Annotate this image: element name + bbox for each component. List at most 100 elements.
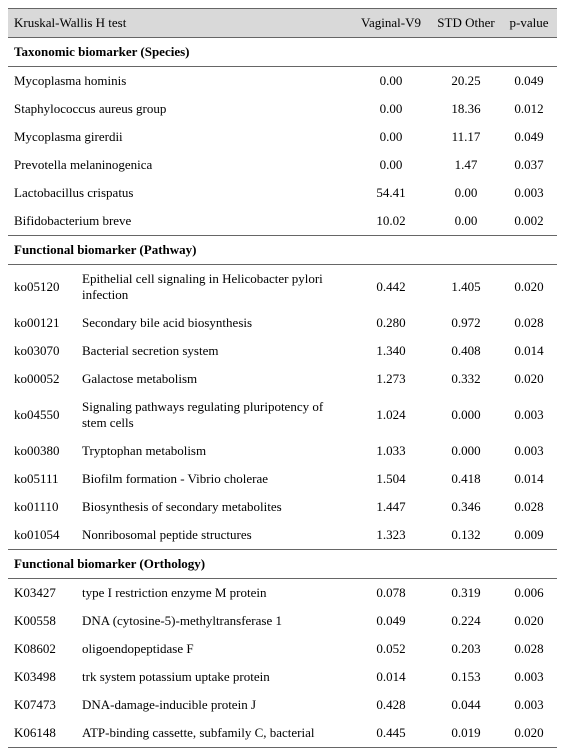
table-row: Mycoplasma girerdii 0.00 11.17 0.049	[8, 123, 557, 151]
table-row: ko05120 Epithelial cell signaling in Hel…	[8, 265, 557, 310]
section-pathway: Functional biomarker (Pathway)	[8, 236, 557, 265]
row-name: trk system potassium uptake protein	[76, 663, 351, 691]
row-v2: 0.319	[431, 579, 501, 608]
table-row: ko01110 Biosynthesis of secondary metabo…	[8, 493, 557, 521]
table-row: ko05111 Biofilm formation - Vibrio chole…	[8, 465, 557, 493]
col-test: Kruskal-Wallis H test	[8, 9, 351, 38]
row-name: type I restriction enzyme M protein	[76, 579, 351, 608]
table-row: K06148 ATP-binding cassette, subfamily C…	[8, 719, 557, 748]
row-v1: 1.323	[351, 521, 431, 550]
row-v1: 1.024	[351, 393, 431, 437]
row-name: Lactobacillus crispatus	[8, 179, 351, 207]
col-pvalue: p-value	[501, 9, 557, 38]
row-code: K06148	[8, 719, 76, 748]
row-p: 0.037	[501, 151, 557, 179]
row-code: K07473	[8, 691, 76, 719]
row-name: Nonribosomal peptide structures	[76, 521, 351, 550]
row-v1: 54.41	[351, 179, 431, 207]
row-v2: 0.044	[431, 691, 501, 719]
row-code: K00558	[8, 607, 76, 635]
row-name: Biosynthesis of secondary metabolites	[76, 493, 351, 521]
row-p: 0.003	[501, 437, 557, 465]
table-row: ko00052 Galactose metabolism 1.273 0.332…	[8, 365, 557, 393]
row-p: 0.020	[501, 265, 557, 310]
table-row: ko00380 Tryptophan metabolism 1.033 0.00…	[8, 437, 557, 465]
row-name: Galactose metabolism	[76, 365, 351, 393]
row-name: DNA-damage-inducible protein J	[76, 691, 351, 719]
row-name: Secondary bile acid biosynthesis	[76, 309, 351, 337]
table-row: K03427 type I restriction enzyme M prote…	[8, 579, 557, 608]
row-v2: 18.36	[431, 95, 501, 123]
row-v1: 10.02	[351, 207, 431, 236]
row-code: ko00380	[8, 437, 76, 465]
row-v2: 0.972	[431, 309, 501, 337]
row-code: ko00052	[8, 365, 76, 393]
row-p: 0.002	[501, 207, 557, 236]
row-v2: 0.418	[431, 465, 501, 493]
row-p: 0.003	[501, 663, 557, 691]
row-p: 0.020	[501, 607, 557, 635]
row-v2: 11.17	[431, 123, 501, 151]
row-v2: 0.00	[431, 179, 501, 207]
row-v2: 0.332	[431, 365, 501, 393]
table-row: Lactobacillus crispatus 54.41 0.00 0.003	[8, 179, 557, 207]
table-row: Staphylococcus aureus group 0.00 18.36 0…	[8, 95, 557, 123]
row-v1: 1.504	[351, 465, 431, 493]
row-code: ko01110	[8, 493, 76, 521]
row-v1: 0.049	[351, 607, 431, 635]
section-orthology: Functional biomarker (Orthology)	[8, 550, 557, 579]
row-v2: 0.019	[431, 719, 501, 748]
row-v2: 1.47	[431, 151, 501, 179]
row-name: Tryptophan metabolism	[76, 437, 351, 465]
row-name: Staphylococcus aureus group	[8, 95, 351, 123]
row-code: ko01054	[8, 521, 76, 550]
row-name: Bifidobacterium breve	[8, 207, 351, 236]
row-name: Epithelial cell signaling in Helicobacte…	[76, 265, 351, 310]
table-header: Kruskal-Wallis H test Vaginal-V9 STD Oth…	[8, 9, 557, 38]
row-v1: 0.00	[351, 67, 431, 96]
row-name: oligoendopeptidase F	[76, 635, 351, 663]
row-p: 0.020	[501, 365, 557, 393]
row-v1: 0.052	[351, 635, 431, 663]
row-p: 0.006	[501, 579, 557, 608]
row-v2: 0.153	[431, 663, 501, 691]
row-name: Prevotella melaninogenica	[8, 151, 351, 179]
row-p: 0.028	[501, 309, 557, 337]
row-v2: 0.00	[431, 207, 501, 236]
section-label: Functional biomarker (Pathway)	[8, 236, 557, 265]
row-v1: 0.280	[351, 309, 431, 337]
table-row: ko00121 Secondary bile acid biosynthesis…	[8, 309, 557, 337]
row-name: Bacterial secretion system	[76, 337, 351, 365]
row-v2: 0.132	[431, 521, 501, 550]
row-code: ko03070	[8, 337, 76, 365]
row-v2: 0.203	[431, 635, 501, 663]
section-label: Taxonomic biomarker (Species)	[8, 38, 557, 67]
row-v1: 0.442	[351, 265, 431, 310]
table-row: K08602 oligoendopeptidase F 0.052 0.203 …	[8, 635, 557, 663]
table-row: ko01054 Nonribosomal peptide structures …	[8, 521, 557, 550]
row-code: ko05111	[8, 465, 76, 493]
row-v1: 0.014	[351, 663, 431, 691]
row-v1: 0.445	[351, 719, 431, 748]
row-v2: 0.000	[431, 393, 501, 437]
row-p: 0.014	[501, 465, 557, 493]
row-v2: 0.000	[431, 437, 501, 465]
section-label: Functional biomarker (Orthology)	[8, 550, 557, 579]
row-p: 0.014	[501, 337, 557, 365]
row-name: Mycoplasma hominis	[8, 67, 351, 96]
row-code: K03427	[8, 579, 76, 608]
row-p: 0.020	[501, 719, 557, 748]
row-code: ko05120	[8, 265, 76, 310]
row-p: 0.009	[501, 521, 557, 550]
row-v2: 20.25	[431, 67, 501, 96]
row-code: ko04550	[8, 393, 76, 437]
table-row: K03498 trk system potassium uptake prote…	[8, 663, 557, 691]
table-row: K00558 DNA (cytosine-5)-methyltransferas…	[8, 607, 557, 635]
row-name: Biofilm formation - Vibrio cholerae	[76, 465, 351, 493]
row-code: K08602	[8, 635, 76, 663]
row-v1: 1.340	[351, 337, 431, 365]
row-v2: 0.408	[431, 337, 501, 365]
table-row: Mycoplasma hominis 0.00 20.25 0.049	[8, 67, 557, 96]
row-v1: 0.00	[351, 95, 431, 123]
row-v2: 1.405	[431, 265, 501, 310]
